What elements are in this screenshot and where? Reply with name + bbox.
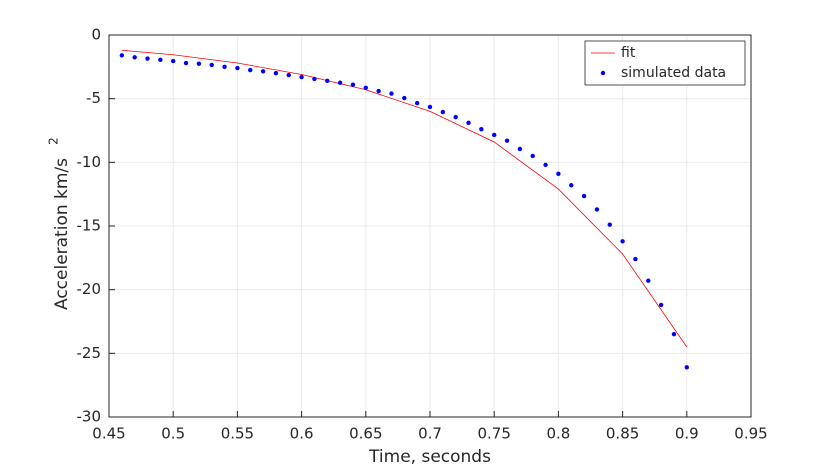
x-tick-label: 0.8 [546,425,570,443]
data-point [286,72,291,78]
x-tick-label: 0.55 [221,425,254,443]
legend-swatch [600,70,606,76]
data-point [402,95,407,101]
data-point [671,332,677,337]
grid [108,34,752,418]
data-point [132,55,137,60]
y-axis-label-superscript: 2 [47,137,61,145]
data-point [222,64,227,70]
data-point [453,114,458,120]
x-tick-label: 0.45 [92,425,125,443]
data-point [209,62,214,68]
legend-box [584,40,746,86]
data-point [646,278,651,283]
data-point [569,183,574,188]
fit-line [121,49,688,348]
data-point [158,57,163,63]
data-point [479,127,484,132]
y-tick-label: -20 [77,280,102,298]
data-point [171,58,176,64]
y-tick-label: -15 [77,217,102,235]
x-tick-label: 0.7 [418,425,442,443]
data-point [466,120,471,126]
x-tick-label: 0.5 [161,425,185,443]
legend-label: simulated data [621,65,726,81]
x-tick-label: 0.95 [734,425,767,443]
data-point [684,365,689,370]
data-point [325,78,330,84]
data-point [440,109,446,115]
data-point [414,100,420,106]
data-point [337,80,343,85]
data-point [556,171,561,176]
legend-label: fit [621,45,636,61]
y-tick-label: -10 [77,153,102,171]
y-tick-label: -30 [77,408,102,426]
x-tick-label: 0.65 [349,425,382,443]
data-point [594,207,600,212]
data-point [530,153,535,159]
x-axis-label: Time, seconds [368,447,491,467]
data-point [376,88,381,94]
data-point [119,53,125,58]
data-point [517,146,523,152]
x-tick-label: 0.85 [606,425,639,443]
data-point [607,222,612,227]
data-point [581,193,587,199]
data-point [350,82,356,87]
data-point [312,76,317,82]
data-point [235,65,240,71]
y-axis-label-group: Acceleration km/s 2 [47,137,73,310]
plot-marks [119,49,689,370]
data-point [183,60,189,66]
x-tick-label: 0.75 [477,425,510,443]
y-tick-label: -25 [77,344,102,362]
data-point [299,74,304,80]
data-point [492,132,497,138]
data-point [658,302,664,308]
data-point [427,104,433,110]
data-point [504,138,510,143]
data-point [633,256,638,262]
data-point [389,91,394,96]
x-tick-label: 0.9 [675,425,699,443]
x-tick-label: 0.6 [290,425,314,443]
data-point [543,162,548,168]
y-tick-label: 0 [91,26,101,44]
data-point [145,56,150,61]
data-point [620,239,625,244]
y-axis-label: Acceleration km/s [52,158,72,310]
data-point [248,67,253,73]
data-point [273,71,279,76]
data-point [363,85,368,91]
data-point [260,69,266,74]
legend: fit simulated data [584,40,746,86]
y-tick-label: -5 [86,89,101,107]
data-point [196,61,202,66]
